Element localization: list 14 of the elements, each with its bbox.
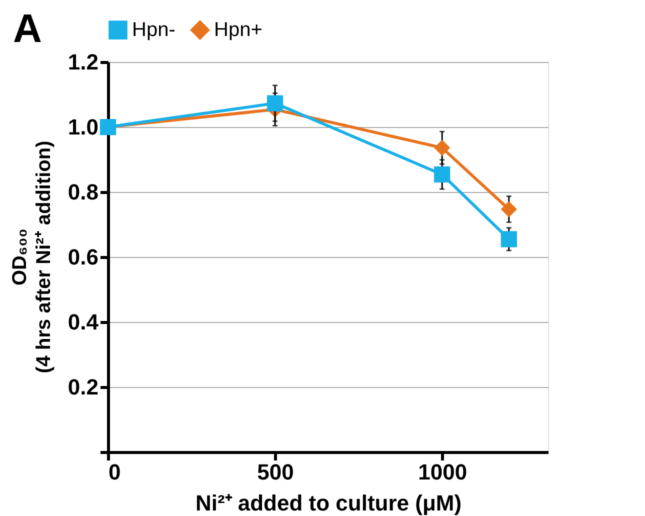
legend-label: Hpn+ [214,19,262,42]
legend-label: Hpn- [132,19,176,42]
y-tick-label: 0.4 [68,310,100,334]
x-tick-label: 0 [108,460,121,484]
y-tick-label: 0.6 [68,244,98,270]
x-tick-label: 500 [257,460,294,484]
y-tick-label: 0.8 [68,180,98,204]
y-tick-label: 0.2 [68,374,98,400]
chart-title: A [13,7,42,51]
x-axis-title: Ni²⁺ added to culture (μM) [195,490,462,516]
y-tick-label: 1.2 [68,50,98,74]
y-axis-title: OD₆₀₀ (4 hrs after Ni²⁺ addition) [9,140,55,374]
y-tick-label: 1.0 [68,114,98,140]
x-tick-label: 1000 [418,460,468,484]
